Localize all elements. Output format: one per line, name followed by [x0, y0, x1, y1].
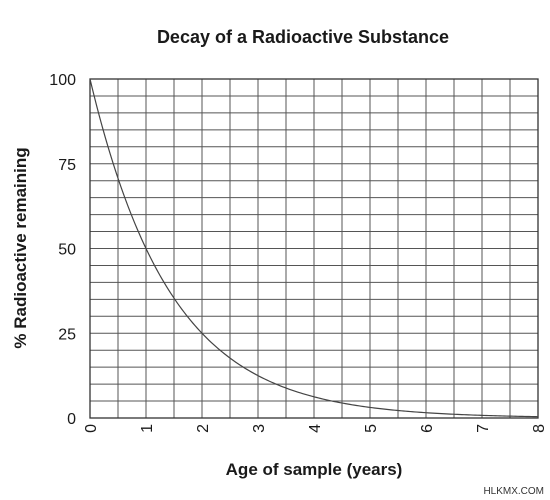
- y-axis-ticks: 0 25 50 75 100: [49, 72, 76, 428]
- chart-title: Decay of a Radioactive Substance: [157, 27, 449, 47]
- watermark-text: HLKMX.COM: [483, 486, 544, 497]
- y-axis-label: % Radioactive remaining: [11, 147, 30, 348]
- x-tick-label: 0: [83, 424, 100, 433]
- y-tick-label: 75: [58, 157, 76, 174]
- y-tick-label: 50: [58, 242, 76, 259]
- x-tick-label: 4: [307, 424, 324, 433]
- series-layer: [89, 78, 539, 418]
- x-tick-label: 3: [251, 424, 268, 433]
- grid: [89, 78, 539, 419]
- x-tick-label: 8: [531, 424, 548, 433]
- x-tick-label: 1: [139, 424, 156, 433]
- y-tick-label: 25: [58, 326, 76, 343]
- decay-curve: [89, 78, 539, 418]
- x-tick-label: 7: [475, 424, 492, 433]
- plot-frame: [89, 78, 539, 419]
- y-tick-label: 100: [49, 72, 76, 89]
- x-axis-label: Age of sample (years): [226, 460, 403, 479]
- x-tick-label: 6: [419, 424, 436, 433]
- x-tick-label: 2: [195, 424, 212, 433]
- x-axis-ticks: 0 1 2 3 4 5 6 7 8: [83, 424, 548, 433]
- x-tick-label: 5: [363, 424, 380, 433]
- plot-border: [89, 78, 539, 419]
- y-tick-label: 0: [67, 411, 76, 428]
